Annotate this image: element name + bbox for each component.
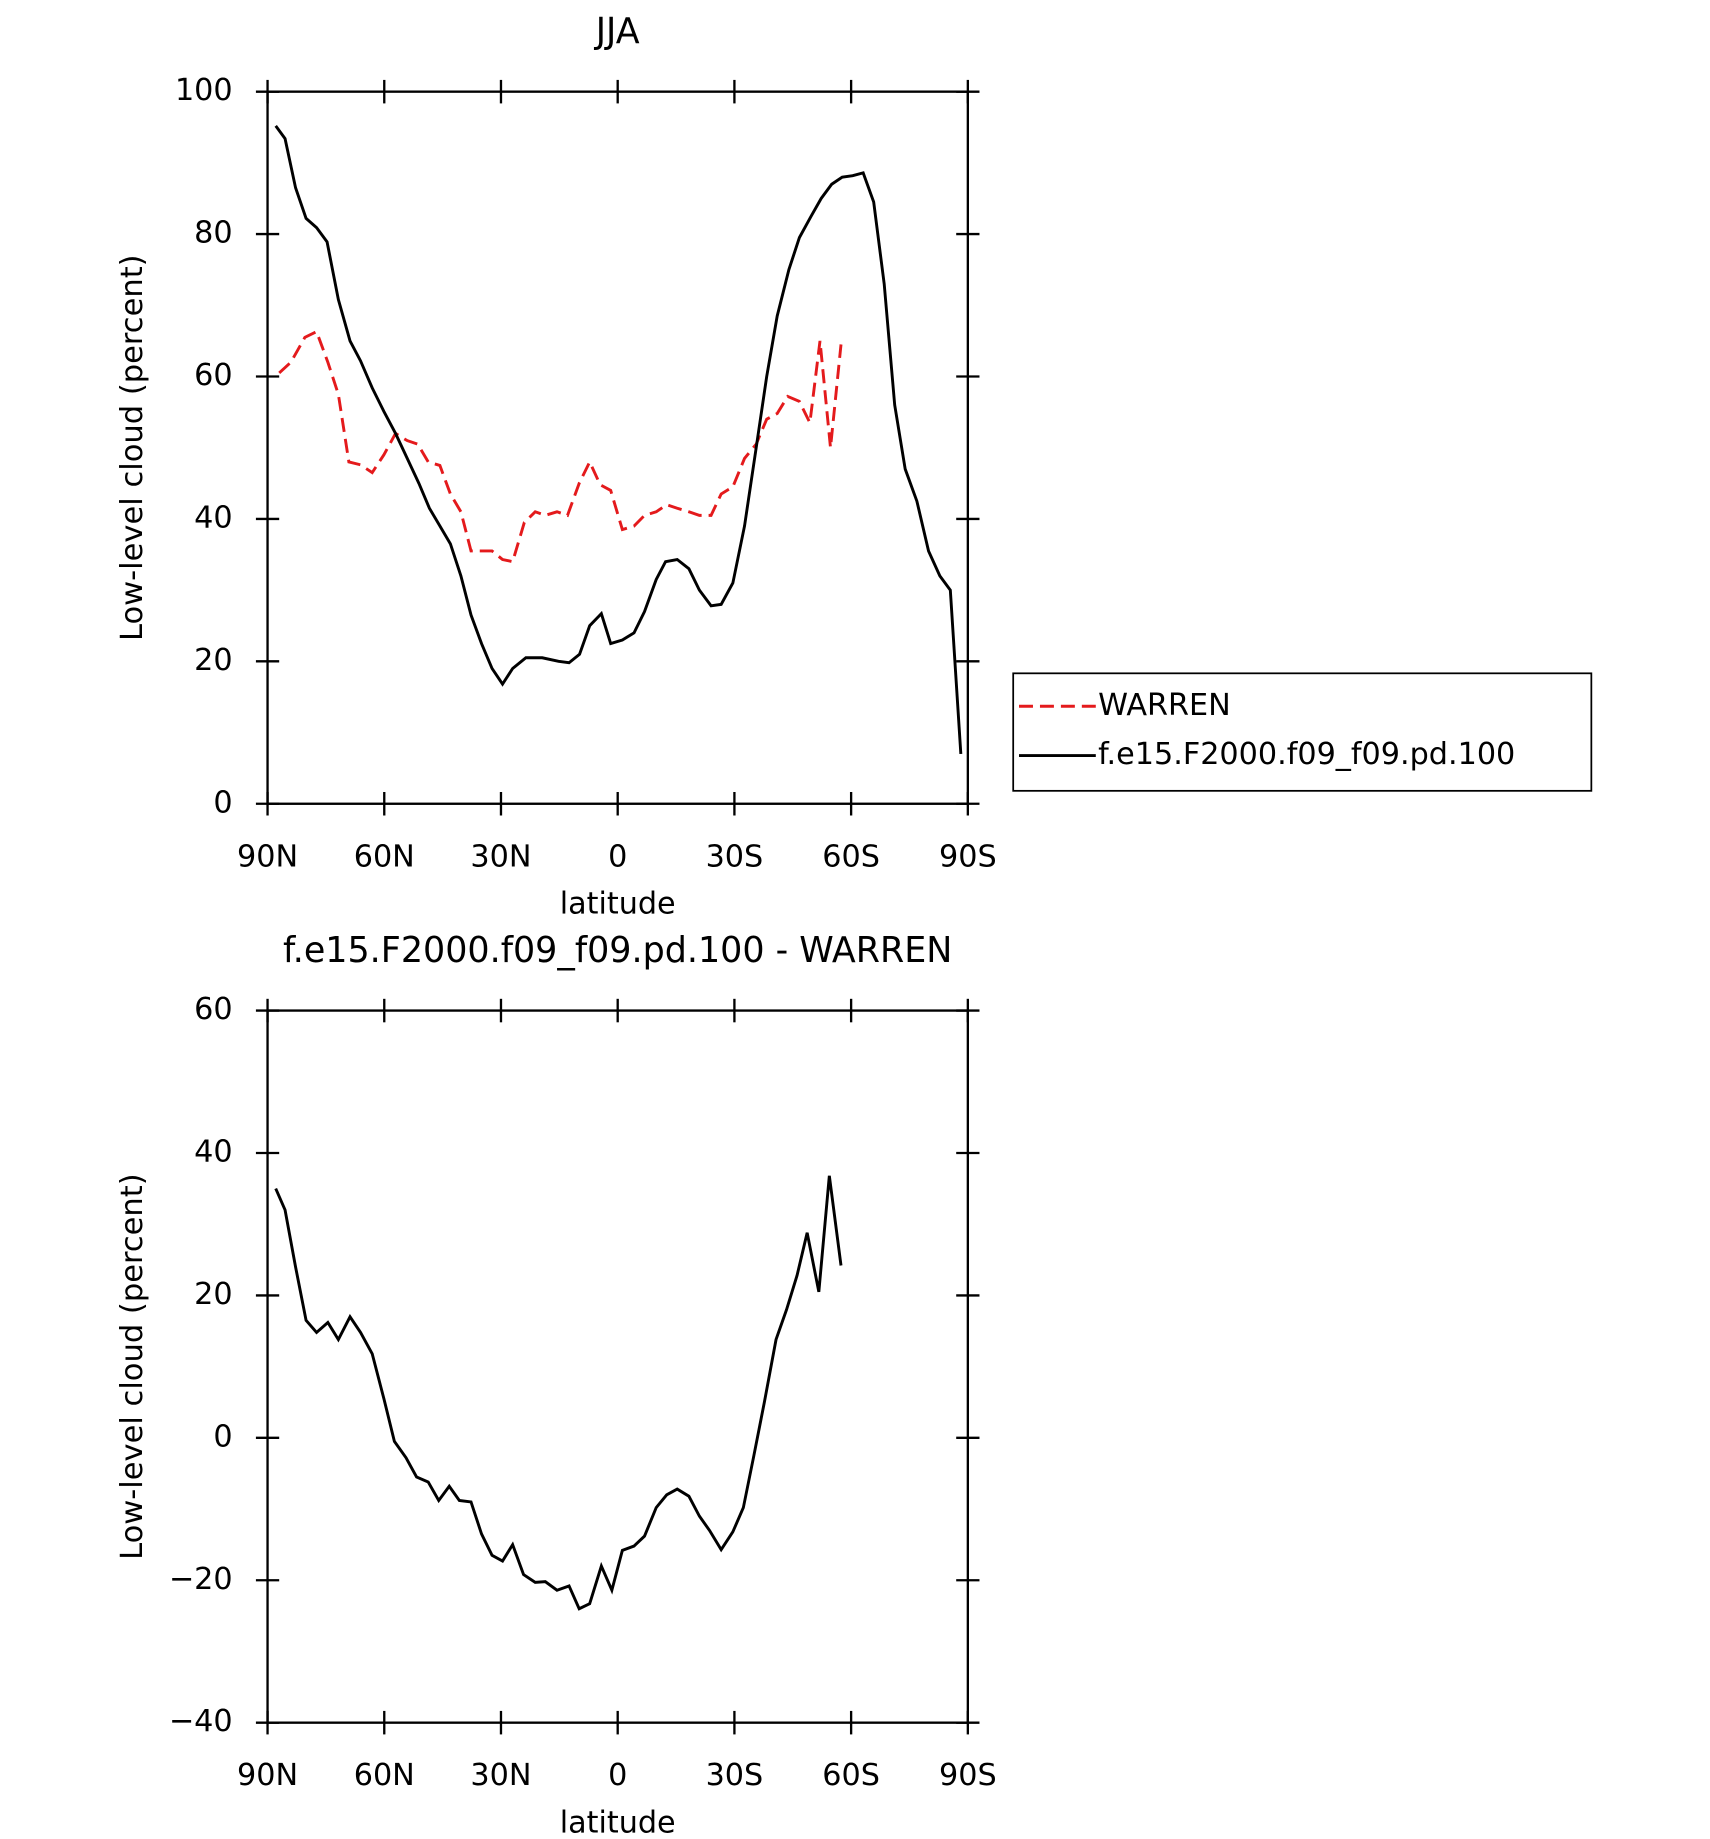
chart-title: f.e15.F2000.f09_f09.pd.100 - WARREN: [283, 930, 952, 971]
y-tick-label: 40: [194, 500, 232, 535]
plot-frame: [266, 90, 969, 805]
y-tick-label: −40: [169, 1704, 233, 1739]
x-tick-label: 30N: [470, 1758, 531, 1793]
data-line: [274, 1175, 843, 1611]
x-tick-label: 90N: [237, 839, 298, 874]
y-tick-label: 100: [175, 73, 233, 108]
x-tick-label: 60N: [354, 1758, 415, 1793]
x-tick-label: 30S: [706, 839, 764, 874]
x-tick-label: 90S: [939, 1758, 997, 1793]
x-tick-label: 90S: [939, 839, 997, 874]
y-axis-label: Low-level cloud (percent): [115, 254, 150, 641]
y-tick-label: 80: [194, 215, 232, 250]
y-tick-label: 20: [194, 1277, 232, 1312]
x-tick-label: 60S: [822, 1758, 880, 1793]
x-tick-label: 0: [608, 839, 627, 874]
plot-frame: [266, 1009, 969, 1724]
data-line: [274, 124, 963, 755]
x-axis-label: latitude: [560, 886, 676, 921]
x-tick-label: 30N: [470, 839, 531, 874]
chart-title: JJA: [594, 11, 640, 52]
x-axis-label: latitude: [560, 1805, 676, 1839]
legend-label: WARREN: [1098, 688, 1231, 723]
y-tick-label: 60: [194, 992, 232, 1027]
y-tick-label: 0: [213, 785, 232, 820]
y-tick-label: 20: [194, 643, 232, 678]
legend-label: f.e15.F2000.f09_f09.pd.100: [1098, 737, 1515, 772]
x-tick-label: 30S: [706, 1758, 764, 1793]
x-tick-label: 60N: [354, 839, 415, 874]
y-tick-label: 0: [213, 1419, 232, 1454]
y-tick-label: 60: [194, 358, 232, 393]
x-tick-label: 90N: [237, 1758, 298, 1793]
legend-box: [1012, 672, 1593, 792]
y-tick-label: −20: [169, 1562, 233, 1597]
x-tick-label: 0: [608, 1758, 627, 1793]
y-tick-label: 40: [194, 1134, 232, 1169]
x-tick-label: 60S: [822, 839, 880, 874]
y-axis-label: Low-level cloud (percent): [115, 1173, 150, 1560]
